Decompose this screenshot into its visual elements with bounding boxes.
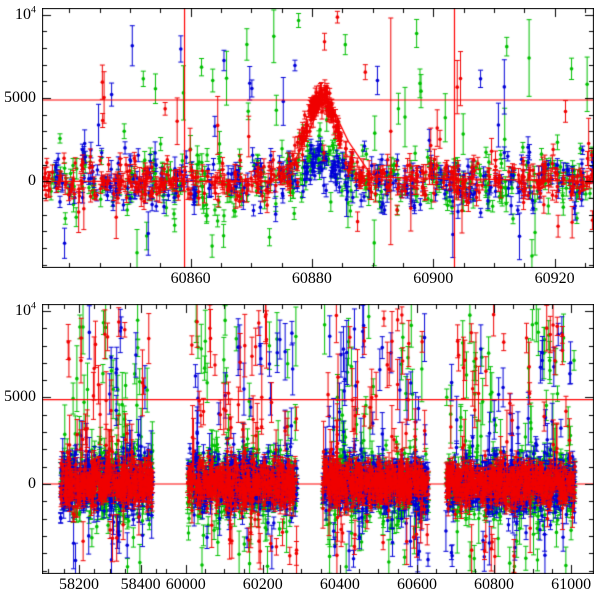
x-tick-label: 60920	[534, 270, 575, 287]
x-tick-label: 61000	[551, 576, 592, 593]
y-tick-label: 0	[28, 172, 36, 190]
top-panel-plot	[42, 8, 594, 268]
y-tick-label: 5000	[4, 89, 36, 106]
x-tick-label: 58400	[120, 576, 161, 593]
bottom-panel-plot	[42, 304, 594, 574]
x-tick-label: 60000	[165, 576, 206, 593]
x-tick-label: 60800	[474, 576, 515, 593]
y-tick-label: 104	[15, 4, 36, 23]
x-tick-label: 60400	[319, 576, 360, 593]
y-tick-label: 5000	[4, 388, 36, 406]
x-tick-label: 60860	[170, 270, 211, 287]
x-tick-label: 58200	[58, 576, 99, 593]
x-tick-label: 60900	[413, 270, 454, 287]
y-tick-label: 0	[28, 475, 36, 492]
x-tick-label: 60880	[291, 270, 332, 287]
x-tick-label: 60600	[396, 576, 437, 593]
y-tick-label: 104	[15, 300, 36, 319]
x-tick-label: 60200	[242, 576, 283, 593]
